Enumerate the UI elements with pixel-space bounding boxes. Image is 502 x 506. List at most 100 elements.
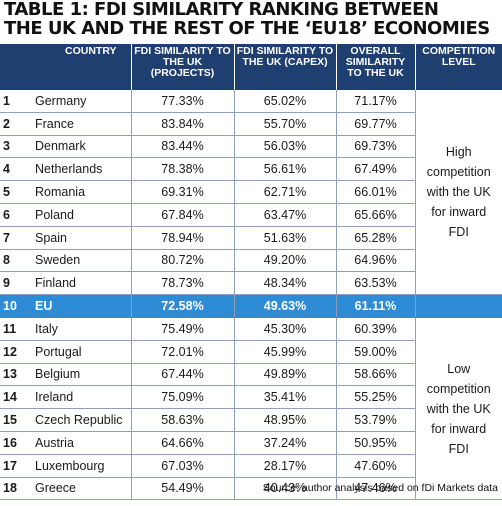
rank-cell: 17: [0, 454, 29, 478]
country-cell: Romania: [29, 180, 132, 204]
capex-cell: 65.02%: [234, 90, 337, 113]
projects-cell: 64.66%: [131, 431, 235, 455]
table-row: 14 Ireland 75.09% 35.41% 55.25%: [0, 385, 502, 410]
country-cell: Germany: [29, 90, 132, 113]
country-cell: Austria: [29, 431, 132, 455]
capex-cell: 45.30%: [234, 317, 337, 341]
table-row: 8 Sweden 80.72% 49.20% 64.96%: [0, 249, 502, 273]
country-cell: EU: [29, 294, 132, 318]
overall-cell: 64.96%: [336, 249, 416, 273]
overall-cell: 61.11%: [336, 294, 416, 318]
rank-cell: 5: [0, 180, 29, 204]
projects-cell: 67.44%: [131, 363, 235, 387]
capex-cell: 28.17%: [234, 454, 337, 478]
overall-cell: 67.49%: [336, 157, 416, 182]
country-cell: Greece: [29, 477, 132, 501]
capex-cell: 55.70%: [234, 112, 337, 136]
projects-cell: 67.03%: [131, 454, 235, 478]
rank-cell: 1: [0, 90, 29, 113]
table-row: 3 Denmark 83.44% 56.03% 69.73%: [0, 135, 502, 159]
projects-cell: 67.84%: [131, 203, 235, 227]
country-cell: Denmark: [29, 135, 132, 159]
capex-cell: 51.63%: [234, 226, 337, 250]
projects-cell: 75.09%: [131, 385, 235, 410]
capex-cell: 45.99%: [234, 340, 337, 364]
country-cell: Spain: [29, 226, 132, 250]
projects-cell: 78.38%: [131, 157, 235, 182]
country-cell: Italy: [29, 317, 132, 341]
country-header: COUNTRY: [29, 44, 132, 90]
country-cell: Czech Republic: [29, 408, 132, 432]
table-row: 10 EU 72.58% 49.63% 61.11%: [0, 294, 502, 318]
table-row: 2 France 83.84% 55.70% 69.77%: [0, 112, 502, 136]
projects-cell: 78.94%: [131, 226, 235, 250]
capex-cell: 48.95%: [234, 408, 337, 432]
capex-header: FDI SIMILARITY TO THE UK (CAPEX): [234, 44, 337, 90]
overall-cell: 55.25%: [336, 385, 416, 410]
table-row: 12 Portugal 72.01% 45.99% 59.00%: [0, 340, 502, 364]
overall-cell: 47.46%: [336, 477, 416, 501]
projects-cell: 80.72%: [131, 249, 235, 273]
projects-header: FDI SIMILARITY TO THE UK (PROJECTS): [131, 44, 235, 90]
capex-cell: 37.24%: [234, 431, 337, 455]
country-cell: Sweden: [29, 249, 132, 273]
overall-header: OVERALL SIMILARITY TO THE UK: [336, 44, 416, 90]
rank-cell: 18: [0, 477, 29, 501]
capex-cell: 49.20%: [234, 249, 337, 273]
overall-cell: 69.77%: [336, 112, 416, 136]
projects-cell: 72.01%: [131, 340, 235, 364]
table-row: 5 Romania 69.31% 62.71% 66.01%: [0, 180, 502, 204]
overall-cell: 69.73%: [336, 135, 416, 159]
table-row: 1 Germany 77.33% 65.02% 71.17% High competiti…: [0, 90, 502, 296]
country-cell: Luxembourg: [29, 454, 132, 478]
rank-cell: 11: [0, 317, 29, 341]
projects-cell: 69.31%: [131, 180, 235, 204]
overall-cell: 65.28%: [336, 226, 416, 250]
projects-cell: 77.33%: [131, 90, 235, 113]
rank-cell: 14: [0, 385, 29, 410]
country-cell: Belgium: [29, 363, 132, 387]
table-row: 9 Finland 78.73% 48.34% 63.53%: [0, 271, 502, 296]
source-note: Source: author analysis based on fDi Mar…: [262, 482, 498, 494]
title-line-2: THE UK AND THE REST OF THE ‘EU18’ ECONOM…: [4, 18, 490, 39]
projects-cell: 72.58%: [131, 294, 235, 318]
title-line-1: TABLE 1: FDI SIMILARITY RANKING BETWEEN: [4, 0, 439, 20]
rank-cell: 15: [0, 408, 29, 432]
rank-cell: 4: [0, 157, 29, 182]
table-header-row: COUNTRY FDI SIMILARITY TO THE UK (PROJEC…: [0, 44, 502, 90]
capex-cell: 63.47%: [234, 203, 337, 227]
capex-cell: 62.71%: [234, 180, 337, 204]
capex-cell: 40.43%: [234, 477, 337, 501]
capex-cell: 49.89%: [234, 363, 337, 387]
projects-cell: 58.63%: [131, 408, 235, 432]
overall-cell: 47.60%: [336, 454, 416, 478]
table-body: 1 Germany 77.33% 65.02% 71.17% High competiti…: [0, 90, 502, 501]
projects-cell: 83.44%: [131, 135, 235, 159]
rank-header: [0, 44, 29, 90]
country-cell: Poland: [29, 203, 132, 227]
capex-cell: 48.34%: [234, 271, 337, 296]
capex-cell: 49.63%: [234, 294, 337, 318]
table-row: 6 Poland 67.84% 63.47% 65.66%: [0, 203, 502, 227]
table-row: 18 Greece 54.49% 40.43% 47.46%: [0, 477, 502, 501]
overall-cell: 59.00%: [336, 340, 416, 364]
similarity-table: COUNTRY FDI SIMILARITY TO THE UK (PROJEC…: [0, 44, 502, 501]
country-cell: Netherlands: [29, 157, 132, 182]
overall-cell: 53.79%: [336, 408, 416, 432]
country-cell: Ireland: [29, 385, 132, 410]
overall-cell: 66.01%: [336, 180, 416, 204]
table-row: 13 Belgium 67.44% 49.89% 58.66%: [0, 363, 502, 387]
low-competition-label: Low competition with the UK for inward F…: [415, 317, 502, 501]
projects-cell: 78.73%: [131, 271, 235, 296]
overall-cell: 71.17%: [336, 90, 416, 113]
rank-cell: 12: [0, 340, 29, 364]
table-row: 15 Czech Republic 58.63% 48.95% 53.79%: [0, 408, 502, 432]
competition-level-header: COMPETITION LEVEL: [415, 44, 502, 90]
table-title: TABLE 1: FDI SIMILARITY RANKING BETWEEN …: [4, 0, 500, 38]
overall-cell: 63.53%: [336, 271, 416, 296]
projects-cell: 75.49%: [131, 317, 235, 341]
projects-cell: 54.49%: [131, 477, 235, 501]
competition-level-cell: [415, 294, 502, 318]
table-row: 17 Luxembourg 67.03% 28.17% 47.60%: [0, 454, 502, 478]
rank-cell: 13: [0, 363, 29, 387]
